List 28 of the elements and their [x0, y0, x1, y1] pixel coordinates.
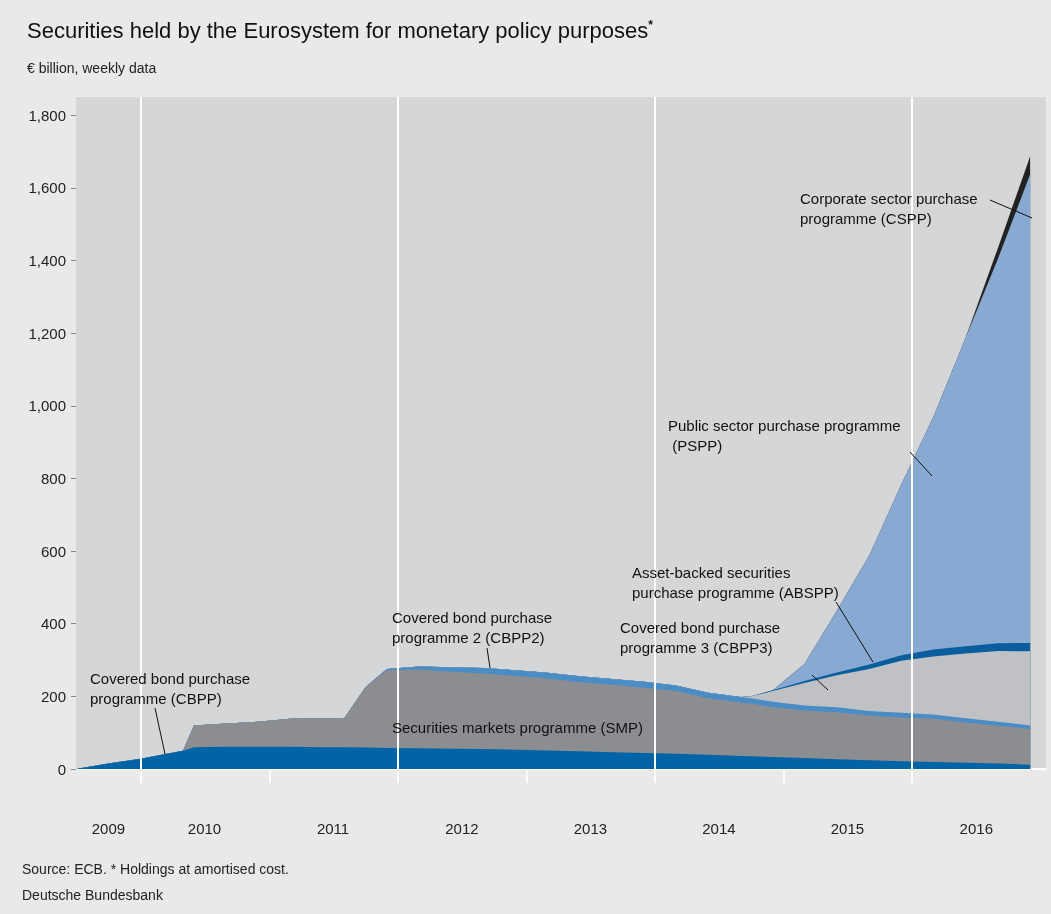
x-tick-label: 2009	[91, 820, 126, 837]
x-tick-label: 2015	[830, 820, 865, 837]
x-tick-label: 2010	[187, 820, 222, 837]
chart-subtitle: € billion, weekly data	[27, 60, 157, 76]
y-tick-label: 0	[57, 760, 66, 778]
y-tick-label: 1,400	[28, 251, 66, 269]
y-tick-label: 400	[40, 615, 66, 633]
x-tick-label: 2014	[702, 820, 736, 837]
x-tick-label: 2012	[445, 820, 479, 837]
source-note: Source: ECB. * Holdings at amortised cost.	[22, 861, 289, 877]
text: Covered bond purchase programme (CBPP)	[90, 669, 255, 707]
y-tick-label: 200	[40, 687, 66, 705]
x-tick-label: 2013	[573, 820, 608, 837]
text: Asset-backed securities purchase programme (ABSPP)	[632, 563, 839, 601]
y-tick-label: 1,200	[28, 324, 66, 342]
series-label: Public sector purchase programme (PSPP)	[668, 416, 901, 454]
y-tick-label: 1,800	[28, 106, 66, 124]
y-tick-label: 1,600	[28, 179, 66, 197]
series-label: Covered bond purchase programme 3 (CBPP3)	[620, 618, 785, 656]
x-tick-label: 2011	[316, 820, 350, 837]
y-tick-label: 600	[40, 542, 66, 560]
chart-title: Securities held by the Eurosystem for monetary policy purposes*	[27, 17, 654, 43]
series-label: Covered bond purchase programme 2 (CBPP2)	[392, 608, 557, 646]
y-tick-label: 800	[40, 469, 66, 487]
y-tick-label: 1,000	[28, 397, 66, 415]
series-label: Corporate sector purchase programme (CSPP)	[800, 189, 982, 227]
x-tick-label: 2016	[959, 820, 993, 837]
text: Deutsche Bundesbank	[22, 887, 164, 903]
